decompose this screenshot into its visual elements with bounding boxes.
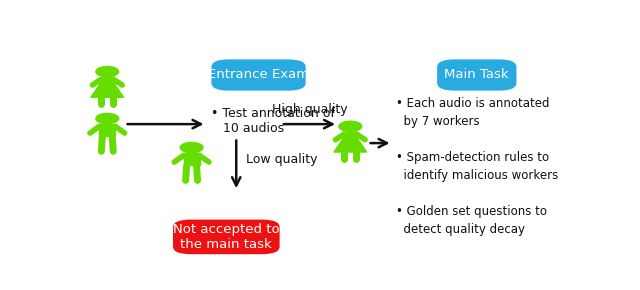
Text: Main Task: Main Task — [445, 68, 509, 81]
FancyBboxPatch shape — [437, 59, 516, 90]
Text: • Test annotation of
   10 audios: • Test annotation of 10 audios — [211, 107, 335, 135]
Circle shape — [96, 66, 118, 77]
Polygon shape — [344, 132, 356, 139]
Circle shape — [96, 113, 118, 124]
FancyBboxPatch shape — [211, 59, 306, 90]
Polygon shape — [334, 137, 367, 152]
Polygon shape — [184, 153, 200, 165]
Text: High quality: High quality — [272, 103, 348, 116]
Circle shape — [339, 121, 362, 131]
Circle shape — [180, 142, 203, 153]
FancyBboxPatch shape — [173, 220, 280, 254]
Text: • Each audio is annotated
  by 7 workers

• Spam-detection rules to
  identify m: • Each audio is annotated by 7 workers •… — [396, 97, 559, 236]
Polygon shape — [91, 83, 124, 97]
Text: Low quality: Low quality — [246, 153, 317, 166]
Text: Entrance Exam: Entrance Exam — [208, 68, 309, 81]
Polygon shape — [101, 77, 114, 84]
Text: Not accepted to
the main task: Not accepted to the main task — [173, 223, 280, 251]
Polygon shape — [99, 124, 115, 136]
